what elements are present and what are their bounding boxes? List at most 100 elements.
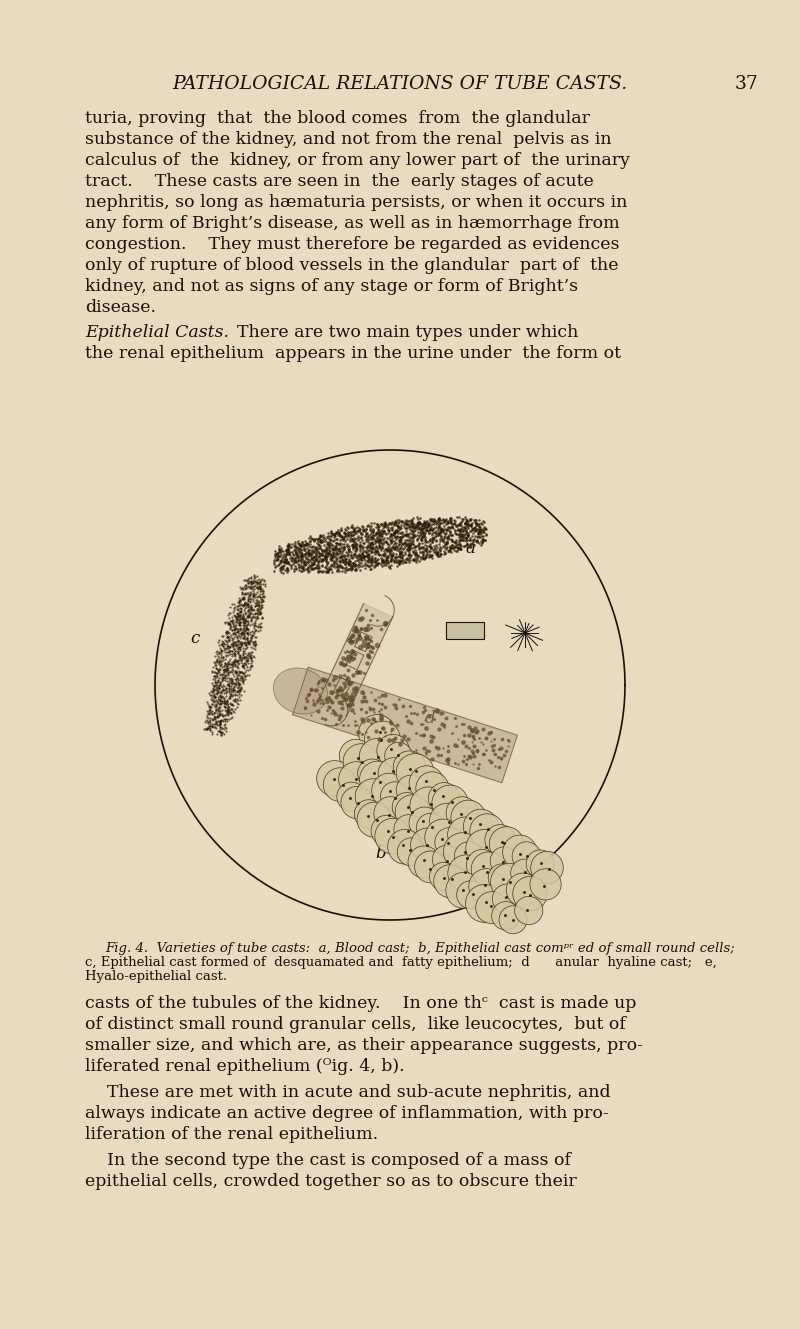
Point <box>226 679 238 700</box>
Point <box>300 558 313 579</box>
Point <box>238 609 250 630</box>
Point <box>213 710 226 731</box>
Point <box>252 594 265 615</box>
Point <box>449 537 462 558</box>
Point <box>409 542 422 563</box>
Point <box>455 525 468 546</box>
Point <box>406 550 419 571</box>
Point <box>462 522 475 544</box>
Point <box>282 538 294 560</box>
Point <box>411 544 424 565</box>
Circle shape <box>485 824 515 855</box>
Point <box>398 529 411 550</box>
Point <box>215 663 228 684</box>
Point <box>283 548 296 569</box>
Point <box>432 524 445 545</box>
Point <box>366 537 378 558</box>
Point <box>275 557 288 578</box>
Point <box>298 534 311 556</box>
Point <box>216 664 229 686</box>
Point <box>234 690 246 711</box>
Point <box>242 570 255 591</box>
Point <box>219 686 232 707</box>
Point <box>461 533 474 554</box>
Point <box>227 645 240 666</box>
Point <box>239 613 252 634</box>
Point <box>229 641 242 662</box>
Point <box>369 530 382 552</box>
Point <box>253 594 266 615</box>
Point <box>330 536 342 557</box>
Point <box>226 684 239 706</box>
Point <box>203 700 216 722</box>
Point <box>250 586 263 607</box>
Point <box>224 694 237 715</box>
Circle shape <box>392 792 421 821</box>
Point <box>244 657 257 678</box>
Point <box>383 557 396 578</box>
Point <box>377 544 390 565</box>
Point <box>219 659 232 680</box>
Point <box>406 521 418 542</box>
Point <box>282 536 294 557</box>
Point <box>423 536 436 557</box>
Point <box>384 540 397 561</box>
Point <box>319 540 332 561</box>
Point <box>201 704 214 726</box>
Point <box>242 619 254 641</box>
Point <box>429 541 442 562</box>
Point <box>256 590 269 611</box>
Point <box>398 550 410 571</box>
Point <box>425 517 438 538</box>
Point <box>480 518 493 540</box>
Point <box>219 720 232 742</box>
Point <box>214 692 227 714</box>
Point <box>457 526 470 548</box>
Point <box>316 554 329 575</box>
Point <box>208 686 221 707</box>
Point <box>476 528 489 549</box>
Point <box>446 530 458 552</box>
Point <box>432 520 445 541</box>
Point <box>329 538 342 560</box>
Point <box>390 552 402 573</box>
Point <box>305 558 318 579</box>
Point <box>322 532 334 553</box>
Point <box>224 653 237 674</box>
Point <box>247 614 260 635</box>
Point <box>329 538 342 560</box>
Point <box>198 718 211 739</box>
Point <box>298 552 310 573</box>
Point <box>208 666 221 687</box>
Point <box>321 537 334 558</box>
Point <box>411 517 424 538</box>
Point <box>414 549 427 570</box>
Point <box>413 512 426 533</box>
Point <box>292 560 305 581</box>
Point <box>394 541 406 562</box>
Point <box>234 674 246 695</box>
Point <box>326 544 339 565</box>
Point <box>288 544 301 565</box>
Point <box>397 534 410 556</box>
Circle shape <box>323 768 357 801</box>
Point <box>338 522 350 544</box>
Circle shape <box>372 773 406 808</box>
Polygon shape <box>318 603 393 716</box>
Point <box>231 606 244 627</box>
Point <box>389 510 402 532</box>
Point <box>332 518 345 540</box>
Point <box>445 512 458 533</box>
Point <box>432 516 445 537</box>
Point <box>201 691 214 712</box>
Point <box>224 694 237 715</box>
Point <box>354 536 366 557</box>
Point <box>246 590 259 611</box>
Point <box>214 639 227 661</box>
Point <box>389 512 402 533</box>
Point <box>479 518 492 540</box>
Point <box>251 591 264 613</box>
Circle shape <box>359 739 395 775</box>
Point <box>359 524 372 545</box>
Point <box>382 537 394 558</box>
